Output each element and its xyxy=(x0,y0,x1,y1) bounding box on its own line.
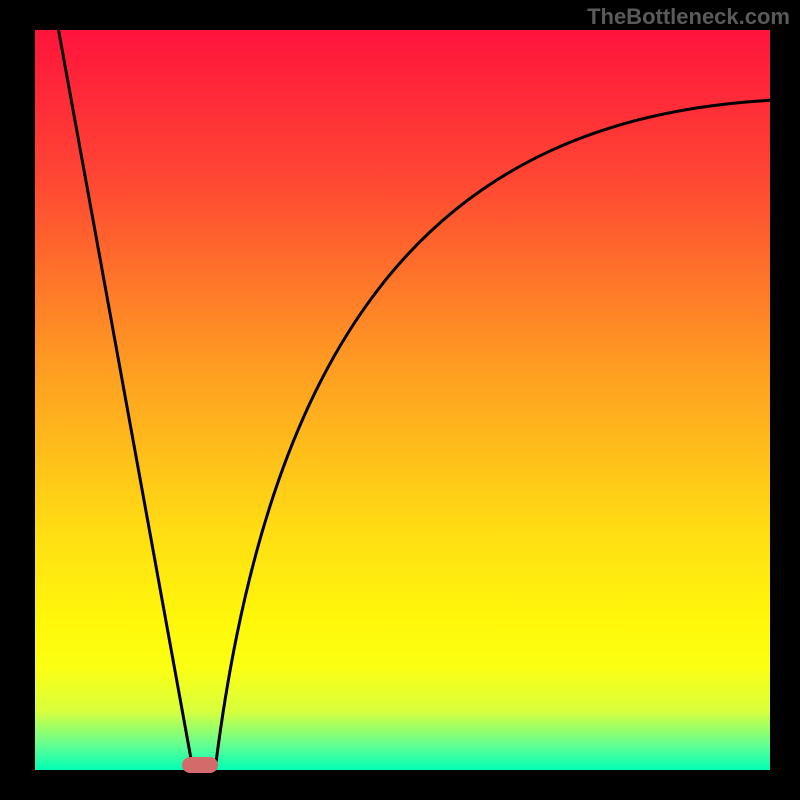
optimal-marker xyxy=(182,757,218,773)
bottleneck-curve xyxy=(59,30,770,770)
plot-area xyxy=(35,30,770,770)
curve-svg xyxy=(35,30,770,770)
chart-container: TheBottleneck.com xyxy=(0,0,800,800)
watermark-text: TheBottleneck.com xyxy=(587,4,790,30)
